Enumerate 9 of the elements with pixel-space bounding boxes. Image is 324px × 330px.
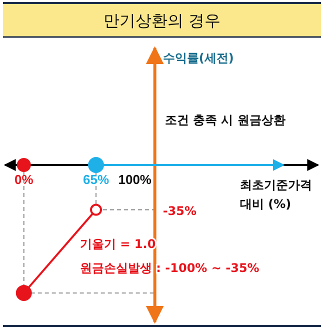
text: 조건 충족 시 원금상환 (164, 113, 286, 127)
x-tick-label: 0% (14, 172, 34, 187)
x-axis-title: 최초기준가격 대비 (%) (240, 178, 312, 211)
x-tick-label: 100% (118, 172, 152, 187)
annotation: 원금손실발생 : -100% ~ -35% (80, 261, 260, 275)
text: 수익률(세전) (162, 51, 234, 65)
ref-line-label: -35% (162, 204, 197, 218)
x-tick-label: 65% (83, 172, 110, 187)
chart-title: 만기상환의 경우 (103, 11, 221, 30)
